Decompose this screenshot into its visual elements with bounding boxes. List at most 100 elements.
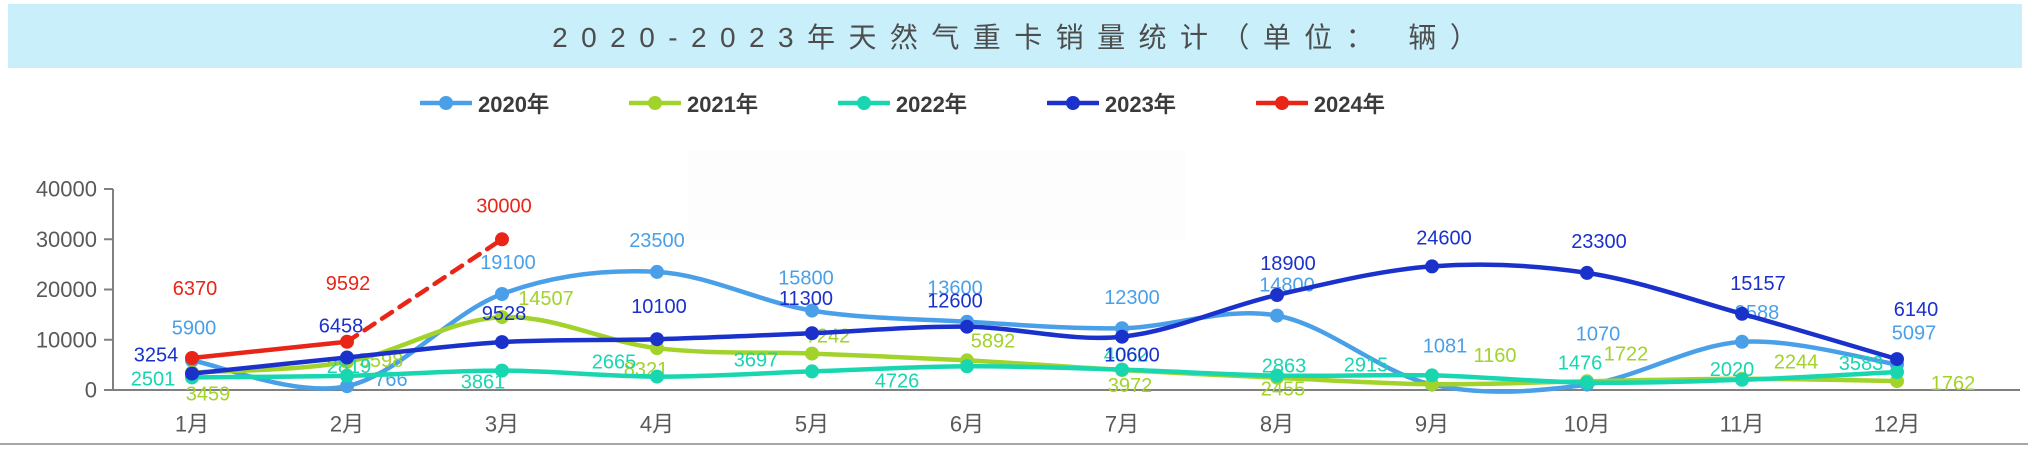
data-point-2020	[1735, 334, 1749, 349]
series-line-projection-2024	[344, 237, 505, 345]
data-point-2022	[1115, 362, 1129, 377]
legend-item-2024: 2024年	[1255, 87, 1385, 119]
data-label-2022: 1476	[1558, 353, 1603, 375]
legend-marker-icon	[1255, 96, 1308, 110]
legend: 2020年 2021年 2022年 2023年 2024年	[420, 86, 1385, 120]
y-axis-label: 0	[85, 378, 97, 403]
data-label-2020: 19100	[480, 252, 536, 274]
data-label-2023: 18900	[1260, 253, 1316, 275]
data-point-2022	[1890, 365, 1904, 379]
data-label-2023: 6140	[1894, 299, 1939, 321]
legend-marker-icon	[628, 96, 681, 110]
data-label-2023: 23300	[1571, 231, 1627, 253]
data-point-2023	[1425, 259, 1439, 274]
data-point-2020	[805, 303, 819, 318]
data-label-2020: 5900	[172, 317, 217, 339]
data-point-2023	[650, 332, 664, 347]
legend-label: 2021年	[686, 92, 758, 117]
legend-item-2020: 2020年	[420, 87, 549, 119]
x-axis-label: 1月	[175, 412, 209, 437]
data-point-2022	[1580, 375, 1594, 390]
data-label-2022: 2020	[1710, 359, 1755, 381]
series-line-2023	[189, 262, 1900, 376]
data-label-2024: 6370	[173, 278, 218, 300]
data-point-2023	[1270, 288, 1284, 302]
data-label-2021: 3459	[186, 384, 231, 406]
x-axis-label: 5月	[795, 412, 829, 437]
data-point-2023	[185, 366, 199, 381]
data-point-2022	[1270, 368, 1284, 383]
y-axis-label: 10000	[36, 327, 97, 352]
data-point-2021	[495, 310, 509, 325]
legend-item-2023: 2023年	[1046, 87, 1176, 119]
chart-title-bar: 2020-2023年天然气重卡销量统计（单位： 辆）	[8, 4, 2022, 68]
legend-label: 2022年	[895, 92, 967, 117]
y-axis-label: 40000	[36, 177, 97, 202]
x-axis-label: 6月	[950, 412, 984, 437]
data-label-2020: 23500	[629, 230, 685, 252]
data-point-2023	[495, 335, 509, 350]
data-point-2022	[340, 368, 354, 383]
x-axis-label: 8月	[1260, 412, 1294, 437]
series-line-2024	[189, 339, 350, 361]
data-point-2023	[1735, 306, 1749, 321]
data-label-2022: 2819	[327, 356, 372, 378]
data-label-2022: 4726	[875, 370, 920, 392]
y-axis-label: 30000	[36, 227, 97, 252]
x-axis-label: 11月	[1720, 412, 1765, 437]
x-axis-label: 7月	[1105, 412, 1139, 437]
data-label-2023: 24600	[1416, 227, 1472, 249]
data-label-2023: 3254	[134, 345, 179, 367]
data-label-2022: 3583	[1839, 353, 1884, 375]
data-label-2022: 2863	[1262, 356, 1307, 378]
data-label-2021: 2455	[1261, 379, 1306, 401]
chart-title: 2020-2023年天然气重卡销量统计（单位： 辆）	[552, 22, 1492, 53]
data-label-2023: 15157	[1730, 273, 1786, 295]
data-label-2021: 3972	[1108, 375, 1153, 397]
data-point-2022	[1425, 368, 1439, 383]
data-label-2020: 1081	[1423, 336, 1468, 358]
x-axis-label: 9月	[1415, 412, 1449, 437]
data-label-2020: 13600	[927, 278, 983, 300]
data-label-2024: 30000	[476, 195, 532, 217]
legend-marker-icon	[1046, 96, 1099, 110]
x-axis-label: 2月	[330, 412, 364, 437]
data-label-2020: 15800	[778, 268, 834, 290]
data-point-2024	[495, 232, 509, 247]
data-label-2021: 14507	[518, 288, 574, 310]
data-label-2021: 1160	[1473, 345, 1516, 367]
legend-item-2021: 2021年	[628, 87, 758, 119]
data-label-2022: 2501	[131, 368, 176, 390]
legend-marker-icon	[420, 96, 472, 110]
data-point-2023	[805, 326, 819, 341]
data-point-2023	[1115, 329, 1129, 344]
data-label-2022: 4062	[1104, 345, 1149, 367]
x-axis-label: 12月	[1874, 412, 1920, 437]
data-label-2023: 6458	[319, 316, 364, 338]
data-label-2021: 5892	[971, 330, 1016, 352]
data-label-2024: 9592	[326, 273, 371, 295]
data-label-2022: 3697	[734, 349, 779, 371]
data-point-2020	[650, 264, 664, 279]
data-point-2024	[185, 351, 199, 365]
data-label-2022: 3861	[461, 372, 506, 394]
legend-marker-icon	[837, 96, 890, 110]
legend-label: 2020年	[478, 92, 549, 117]
data-label-2021: 1722	[1604, 343, 1649, 365]
data-label-2023: 11300	[779, 288, 833, 310]
data-point-2022	[1735, 372, 1749, 387]
data-point-2021	[805, 346, 819, 361]
data-point-2023	[1890, 352, 1904, 367]
data-label-2020: 5097	[1892, 322, 1937, 344]
data-label-2023: 12600	[927, 291, 983, 313]
data-point-2022	[650, 369, 664, 384]
data-point-2020	[1270, 308, 1284, 323]
data-point-2023	[1580, 265, 1594, 280]
data-label-2021: 1762	[1931, 373, 1976, 395]
data-point-2022	[960, 359, 974, 374]
series-line-2022	[189, 364, 1900, 386]
data-label-2022: 2915	[1344, 354, 1389, 376]
y-axis-label: 20000	[36, 277, 97, 302]
data-point-2020	[340, 379, 354, 394]
